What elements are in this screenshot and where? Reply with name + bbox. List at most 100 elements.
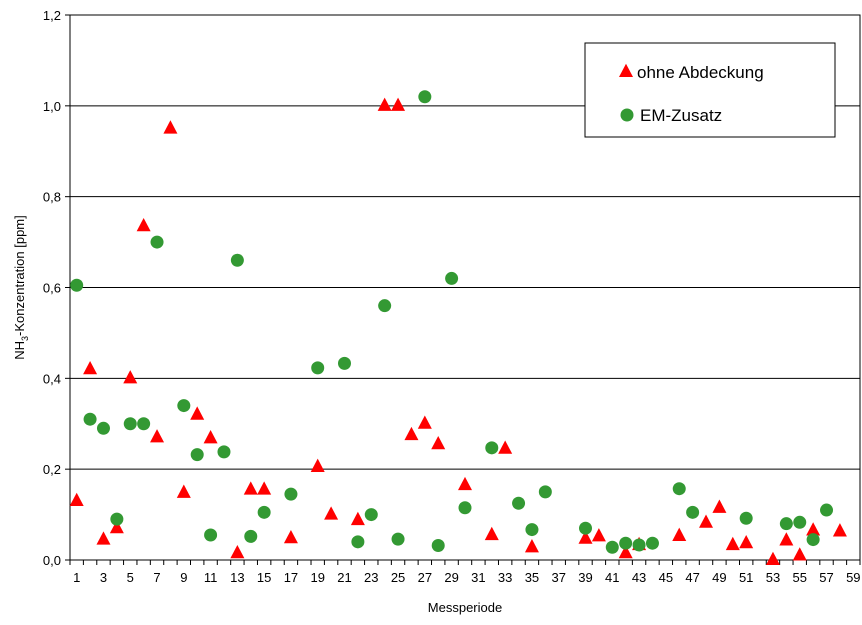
x-tick-label: 41 bbox=[605, 570, 619, 585]
x-axis-title: Messperiode bbox=[428, 600, 502, 615]
x-tick-label: 55 bbox=[793, 570, 807, 585]
y-tick-label: 1,2 bbox=[43, 8, 61, 23]
data-point-circle bbox=[244, 529, 258, 543]
series-ohne-abdeckung bbox=[69, 97, 847, 566]
data-point-circle bbox=[645, 536, 659, 550]
data-point-circle bbox=[445, 271, 459, 285]
data-point-triangle bbox=[712, 499, 727, 513]
x-tick-label: 17 bbox=[284, 570, 298, 585]
data-point-triangle bbox=[123, 370, 138, 384]
data-point-triangle bbox=[310, 458, 325, 472]
data-point-circle bbox=[177, 399, 191, 413]
x-tick-label: 53 bbox=[766, 570, 780, 585]
x-tick-label: 25 bbox=[391, 570, 405, 585]
x-tick-label: 21 bbox=[337, 570, 351, 585]
data-point-triangle bbox=[163, 120, 178, 134]
data-point-triangle bbox=[283, 529, 298, 544]
y-tick-label: 0,0 bbox=[43, 553, 61, 568]
legend-entry-ohne-abdeckung: ohne Abdeckung bbox=[637, 63, 764, 82]
data-point-circle bbox=[512, 496, 526, 510]
x-tick-label: 39 bbox=[578, 570, 592, 585]
data-point-circle bbox=[619, 536, 633, 550]
data-point-triangle bbox=[591, 528, 606, 542]
data-point-triangle bbox=[150, 429, 165, 443]
data-point-triangle bbox=[83, 361, 98, 375]
data-point-triangle bbox=[257, 481, 272, 495]
data-point-triangle bbox=[69, 492, 84, 507]
data-point-circle bbox=[525, 523, 539, 537]
x-tick-label: 57 bbox=[819, 570, 833, 585]
x-tick-label: 43 bbox=[632, 570, 646, 585]
y-tick-label: 0,2 bbox=[43, 462, 61, 477]
data-point-circle bbox=[672, 482, 686, 496]
series-layer bbox=[69, 90, 847, 566]
x-tick-label: 51 bbox=[739, 570, 753, 585]
data-point-circle bbox=[418, 90, 432, 104]
x-tick-label: 3 bbox=[100, 570, 107, 585]
data-point-triangle bbox=[578, 530, 593, 544]
x-tick-label: 9 bbox=[180, 570, 187, 585]
data-point-triangle bbox=[725, 536, 740, 551]
series-em-zusatz bbox=[70, 90, 834, 554]
data-point-circle bbox=[230, 253, 244, 267]
legend-marker-triangle bbox=[619, 63, 633, 78]
data-point-circle bbox=[579, 521, 593, 535]
data-point-triangle bbox=[230, 544, 245, 559]
x-tick-label: 29 bbox=[444, 570, 458, 585]
x-tick-label: 7 bbox=[153, 570, 160, 585]
x-tick-label: 35 bbox=[525, 570, 539, 585]
data-point-triangle bbox=[391, 97, 406, 111]
y-axis-ticks: 0,0 0,2 0,4 0,6 0,8 1,0 1,2 bbox=[43, 8, 70, 568]
data-point-circle bbox=[605, 540, 619, 554]
data-point-circle bbox=[137, 417, 151, 431]
data-point-circle bbox=[96, 421, 110, 435]
data-point-triangle bbox=[779, 532, 794, 546]
data-point-circle bbox=[364, 508, 378, 522]
x-tick-label: 13 bbox=[230, 570, 244, 585]
data-point-circle bbox=[150, 235, 164, 249]
x-tick-label: 1 bbox=[73, 570, 80, 585]
x-tick-label: 31 bbox=[471, 570, 485, 585]
y-tick-label: 0,8 bbox=[43, 190, 61, 205]
x-tick-label: 49 bbox=[712, 570, 726, 585]
y-tick-label: 0,6 bbox=[43, 281, 61, 296]
data-point-triangle bbox=[524, 539, 539, 553]
data-point-triangle bbox=[618, 544, 633, 559]
data-point-circle bbox=[739, 511, 753, 525]
data-point-circle bbox=[284, 487, 298, 501]
data-point-circle bbox=[820, 503, 834, 517]
x-tick-label: 27 bbox=[418, 570, 432, 585]
data-point-circle bbox=[485, 441, 499, 455]
legend-entry-em-zusatz: EM-Zusatz bbox=[640, 106, 722, 125]
data-point-circle bbox=[686, 505, 700, 519]
data-point-triangle bbox=[699, 514, 714, 528]
data-point-circle bbox=[257, 505, 271, 519]
y-tick-label: 0,4 bbox=[43, 371, 61, 386]
data-point-triangle bbox=[350, 511, 365, 526]
x-tick-label: 47 bbox=[685, 570, 699, 585]
data-point-circle bbox=[632, 538, 646, 552]
x-tick-label: 45 bbox=[659, 570, 673, 585]
data-point-triangle bbox=[832, 523, 847, 537]
data-point-circle bbox=[70, 278, 84, 292]
data-point-triangle bbox=[324, 506, 339, 520]
data-point-triangle bbox=[431, 435, 446, 450]
y-axis-title-main: NH bbox=[12, 341, 27, 360]
data-point-circle bbox=[311, 361, 325, 375]
y-axis-title-subscript: 3 bbox=[20, 336, 30, 341]
data-point-triangle bbox=[806, 522, 821, 536]
data-point-triangle bbox=[109, 519, 124, 534]
data-point-circle bbox=[779, 517, 793, 531]
x-tick-label: 59 bbox=[846, 570, 860, 585]
data-point-triangle bbox=[243, 481, 258, 495]
x-tick-label: 5 bbox=[127, 570, 134, 585]
data-point-triangle bbox=[190, 406, 205, 420]
x-tick-label: 23 bbox=[364, 570, 378, 585]
data-point-circle bbox=[793, 515, 807, 529]
data-point-triangle bbox=[765, 551, 780, 566]
x-tick-label: 15 bbox=[257, 570, 271, 585]
legend-marker-circle bbox=[620, 108, 634, 122]
data-point-circle bbox=[351, 535, 365, 549]
data-point-triangle bbox=[498, 440, 513, 454]
